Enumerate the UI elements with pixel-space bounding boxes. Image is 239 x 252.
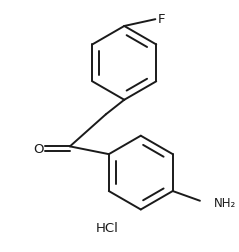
Text: O: O [34,142,44,155]
Text: HCl: HCl [95,222,118,235]
Text: NH₂: NH₂ [213,196,236,209]
Text: F: F [158,13,165,26]
